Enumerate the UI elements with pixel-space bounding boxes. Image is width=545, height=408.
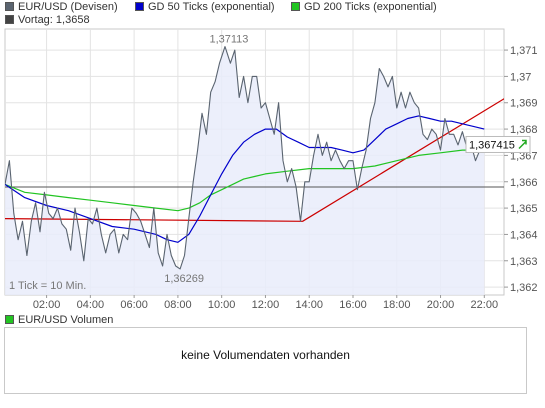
volume-message: keine Volumendaten vorhanden [181,348,350,362]
series-line-price [5,46,485,270]
volume-legend-label: EUR/USD Volumen [18,314,114,326]
x-tick-label-7: 16:00 [339,299,367,311]
last-price-frame [465,135,531,153]
legend-label-vortag: Vortag: 1,3658 [18,14,90,26]
y-tick-label-1: 1,363 [510,256,538,268]
axes: 1,362 1,363 1,364 1,365 1,366 1,367 1,368 1,369… [33,45,538,311]
legend-item-gd200: GD 200 Ticks (exponential) [291,1,437,14]
x-tick-label-9: 20:00 [427,299,455,311]
last-price-box: 1,367415 [465,135,531,153]
y-tick-label-3: 1,365 [510,203,538,215]
legend-swatch-gd50 [135,2,144,11]
legend-item-main: EUR/USD (Devisen) [5,1,118,14]
y-tick-label-4: 1,366 [510,177,538,189]
x-tick-label-8: 18:00 [383,299,411,311]
y-tick-label-7: 1,369 [510,98,538,110]
volume-legend: EUR/USD Volumen [5,314,113,327]
x-tick-label-5: 12:00 [252,299,280,311]
x-tick-label-3: 08:00 [164,299,192,311]
x-tick-label-2: 06:00 [120,299,148,311]
legend-swatch-main [5,2,14,11]
price-area-fill [5,46,485,295]
legend-label-main: EUR/USD (Devisen) [18,1,118,13]
x-tick-label-4: 10:00 [208,299,236,311]
low-annotation: 1,36269 [164,273,204,285]
volume-panel: keine Volumendaten vorhanden [4,327,527,394]
y-tick-label-9: 1,371 [510,45,538,57]
tick-note: 1 Tick = 10 Min. [9,280,86,292]
volume-legend-swatch [5,315,14,324]
legend-label-gd50: GD 50 Ticks (exponential) [148,1,275,13]
series-line-gd50 [5,115,485,243]
legend-item-vortag: Vortag: 1,3658 [5,14,90,27]
series-line-trend [5,98,504,222]
legend-item-gd50: GD 50 Ticks (exponential) [135,1,275,14]
legend-label-gd200: GD 200 Ticks (exponential) [304,1,437,13]
price-area [5,46,485,295]
annotations: 1,37113 1,36269 1 Tick = 10 Min. 1,36741… [9,34,531,292]
series-lines [5,46,504,270]
y-tick-label-2: 1,364 [510,229,538,241]
y-tick-label-5: 1,367 [510,150,538,162]
x-tick-label-0: 02:00 [33,299,61,311]
legend-swatch-gd200 [291,2,300,11]
y-tick-label-0: 1,362 [510,282,538,294]
legend-swatch-vortag [5,15,14,24]
last-price-label: 1,367415 [469,139,515,151]
series-line-gd200 [5,149,485,212]
x-tick-label-10: 22:00 [471,299,499,311]
x-tick-label-1: 04:00 [77,299,105,311]
price-chart: 1,362 1,363 1,364 1,365 1,366 1,367 1,368 1,369… [4,28,538,311]
y-tick-label-6: 1,368 [510,124,538,136]
y-tick-label-8: 1,37 [510,71,531,83]
x-tick-label-6: 14:00 [295,299,323,311]
high-annotation: 1,37113 [209,34,248,46]
up-arrow-icon [518,139,527,150]
